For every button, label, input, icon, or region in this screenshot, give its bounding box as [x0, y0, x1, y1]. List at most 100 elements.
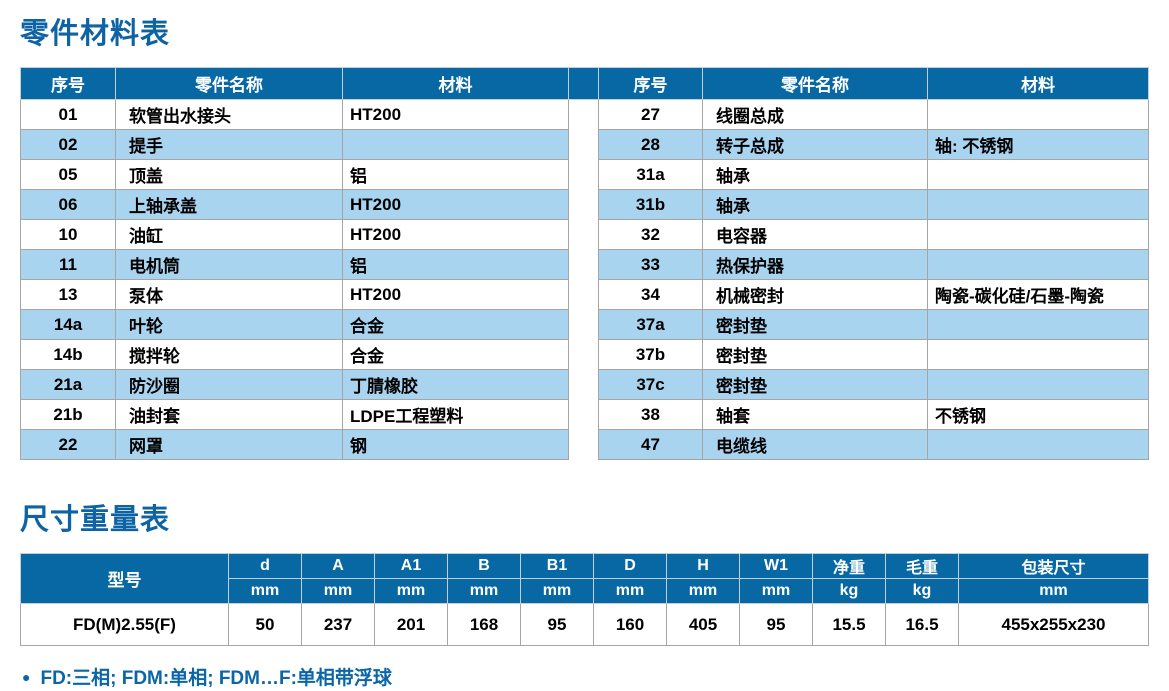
dims-column-unit: mm [739, 578, 813, 604]
dims-column-label: W1 [739, 553, 813, 579]
table-gap-spacer [568, 159, 599, 190]
part-material: 丁腈橡胶 [342, 369, 569, 400]
table-gap-spacer [568, 339, 599, 370]
part-material [342, 129, 569, 160]
part-name: 泵体 [115, 279, 343, 310]
dimensions-table-title: 尺寸重量表 [20, 504, 171, 536]
dims-value: 201 [374, 603, 448, 646]
parts-table-title: 零件材料表 [20, 18, 171, 50]
part-no: 10 [20, 219, 116, 250]
part-material [927, 219, 1149, 250]
dims-value: 405 [666, 603, 740, 646]
part-no: 14b [20, 339, 116, 370]
part-no: 21a [20, 369, 116, 400]
part-name: 油缸 [115, 219, 343, 250]
table-gap-spacer [568, 309, 599, 340]
part-name: 油封套 [115, 399, 343, 430]
bullet-icon: ● [22, 668, 31, 685]
dims-column-unit: mm [447, 578, 521, 604]
part-name: 轴承 [702, 159, 928, 190]
model-legend-text: FD:三相; FDM:单相; FDM…F:单相带浮球 [40, 668, 392, 689]
part-name: 防沙圈 [115, 369, 343, 400]
part-no: 05 [20, 159, 116, 190]
parts-table-row: 01 软管出水接头 HT200 27 线圈总成 [20, 99, 1149, 130]
table-gap-spacer [568, 189, 599, 220]
part-material: 轴: 不锈钢 [927, 129, 1149, 160]
part-no: 34 [598, 279, 703, 310]
part-name: 热保护器 [702, 249, 928, 280]
part-name: 软管出水接头 [115, 99, 343, 130]
part-no: 31a [598, 159, 703, 190]
table-gap-spacer [568, 369, 599, 400]
section-gap [20, 460, 1149, 490]
part-name: 轴套 [702, 399, 928, 430]
dims-value: 455x255x230 [958, 603, 1149, 646]
table-gap-spacer [568, 399, 599, 430]
part-material: HT200 [342, 219, 569, 250]
parts-table-row: 13 泵体 HT200 34 机械密封 陶瓷-碳化硅/石墨-陶瓷 [20, 279, 1149, 310]
part-name: 转子总成 [702, 129, 928, 160]
part-material [927, 369, 1149, 400]
dims-column-label: B1 [520, 553, 594, 579]
parts-table-row: 21b 油封套 LDPE工程塑料 38 轴套 不锈钢 [20, 399, 1149, 430]
part-no: 06 [20, 189, 116, 220]
dims-column-label: D [593, 553, 667, 579]
part-name: 提手 [115, 129, 343, 160]
parts-header-no-left: 序号 [20, 67, 116, 100]
part-no: 37c [598, 369, 703, 400]
part-name: 线圈总成 [702, 99, 928, 130]
part-no: 22 [20, 429, 116, 460]
part-name: 顶盖 [115, 159, 343, 190]
dims-column-unit: mm [228, 578, 302, 604]
dims-data-row: FD(M)2.55(F) 50 237 201 168 95 160 405 95 15.5 16… [20, 603, 1149, 646]
dims-column-label: A1 [374, 553, 448, 579]
part-material: LDPE工程塑料 [342, 399, 569, 430]
part-no: 11 [20, 249, 116, 280]
parts-table-row: 11 电机筒铝 33 热保护器 [20, 249, 1149, 280]
parts-header-row: 序号 零件名称 材料 序号 零件名称 材料 [20, 67, 1149, 100]
part-material: 钢 [342, 429, 569, 460]
dims-column-label: 包装尺寸 [958, 553, 1149, 579]
part-material: 铝 [342, 159, 569, 190]
model-legend-footnote: ● FD:三相; FDM:单相; FDM…F:单相带浮球 [20, 663, 1149, 690]
parts-header-name-left: 零件名称 [115, 67, 343, 100]
part-no: 14a [20, 309, 116, 340]
part-name: 密封垫 [702, 369, 928, 400]
part-material [927, 309, 1149, 340]
part-no: 13 [20, 279, 116, 310]
dims-model-value: FD(M)2.55(F) [20, 603, 229, 646]
dims-value: 95 [739, 603, 813, 646]
part-no: 37b [598, 339, 703, 370]
part-material [927, 249, 1149, 280]
parts-table-body: 01 软管出水接头 HT200 27 线圈总成 02 提手 28 转子总成 轴: 不锈钢 05 顶盖铝… [20, 99, 1149, 460]
dims-value: 168 [447, 603, 521, 646]
table-gap-spacer [568, 219, 599, 250]
part-material: 不锈钢 [927, 399, 1149, 430]
dims-header-label-row: 型号 d A A1 B B1 D H W1 净重 毛重 包装尺寸 [20, 553, 1149, 604]
dims-column-unit: mm [374, 578, 448, 604]
part-no: 02 [20, 129, 116, 160]
part-material [927, 159, 1149, 190]
dims-column-label: A [301, 553, 375, 579]
dims-column-label: H [666, 553, 740, 579]
part-no: 33 [598, 249, 703, 280]
parts-table-row: 06 上轴承盖 HT200 31b 轴承 [20, 189, 1149, 220]
parts-header-name-right: 零件名称 [702, 67, 928, 100]
part-name: 搅拌轮 [115, 339, 343, 370]
part-name: 上轴承盖 [115, 189, 343, 220]
dims-header-unit-row: mm mm mm mm mm mm mm mm kg kg mm [21, 578, 1149, 604]
parts-header-material-left: 材料 [342, 67, 569, 100]
dims-value: 237 [301, 603, 375, 646]
part-material [927, 189, 1149, 220]
dims-column-label: 毛重 [885, 553, 959, 579]
dims-value: 160 [593, 603, 667, 646]
part-name: 电机筒 [115, 249, 343, 280]
part-no: 01 [20, 99, 116, 130]
part-name: 密封垫 [702, 339, 928, 370]
parts-material-table: 序号 零件名称 材料 序号 零件名称 材料 01 软管出水接头 HT200 27 线圈总… [20, 67, 1149, 460]
dims-value: 15.5 [812, 603, 886, 646]
parts-header-spacer [568, 67, 599, 100]
part-name: 机械密封 [702, 279, 928, 310]
part-no: 21b [20, 399, 116, 430]
